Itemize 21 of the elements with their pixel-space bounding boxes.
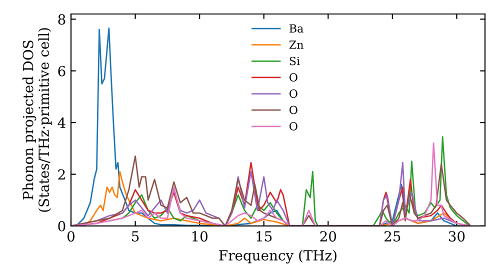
- legend-label: Zn: [289, 40, 304, 49]
- x-tick-label: 25: [384, 231, 400, 242]
- legend-label: Ba: [290, 24, 304, 33]
- legend-label: O: [290, 106, 298, 114]
- x-tick-label: 30: [448, 231, 465, 242]
- legend-label: O: [290, 89, 298, 98]
- x-tick-label: 0: [67, 231, 74, 242]
- legend-label: O: [290, 73, 298, 82]
- y-tick-label: 0: [58, 220, 66, 232]
- x-tick-label: 10: [192, 231, 208, 242]
- y-tick-label: 8: [58, 14, 66, 25]
- legend-label: Si: [290, 56, 300, 66]
- x-tick-label: 5: [132, 231, 139, 242]
- x-tick-label: 20: [320, 231, 336, 242]
- legend-label: O: [290, 122, 298, 130]
- y-axis-title: Phonon projected DOS (States/THz·primitive cell): [22, 28, 52, 212]
- y-tick-label: 4: [58, 118, 66, 128]
- x-tick-label: 15: [256, 231, 272, 242]
- y-tick-label: 6: [58, 66, 66, 76]
- y-tick-label: 2: [58, 169, 65, 180]
- x-axis-title: Frequency (THz): [219, 250, 336, 264]
